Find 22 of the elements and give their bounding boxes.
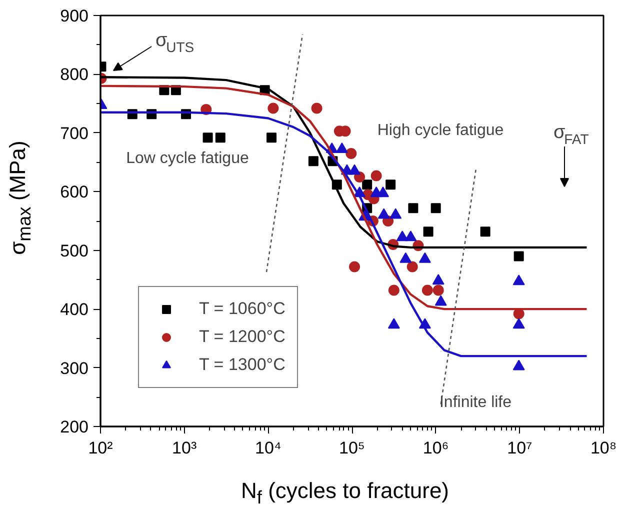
x-tick-label: 10⁴ bbox=[255, 438, 282, 458]
x-tick-label: 10⁵ bbox=[339, 438, 365, 458]
x-tick-label: 10³ bbox=[172, 438, 197, 458]
y-tick-label: 200 bbox=[60, 418, 89, 436]
y-tick-label: 900 bbox=[60, 6, 89, 26]
x-tick-label: 10² bbox=[88, 438, 114, 458]
x-tick-label: 10⁸ bbox=[590, 438, 617, 458]
y-tick-label: 600 bbox=[60, 182, 89, 202]
x-axis-title: N$_{f}$ (cycles to fracture) bbox=[240, 477, 450, 510]
x-tick-label: 10⁷ bbox=[507, 438, 532, 458]
y-tick-label: 500 bbox=[60, 241, 89, 260]
x-tick-label: 10⁶ bbox=[422, 438, 449, 458]
y-tick-label: 300 bbox=[60, 358, 89, 378]
legend-label: T = 1060°C bbox=[199, 299, 286, 319]
annotation: Low cycle fatigue bbox=[126, 150, 249, 167]
y-tick-label: 400 bbox=[60, 300, 89, 320]
annotation: Infinite life bbox=[439, 394, 512, 411]
y-tick-label: 800 bbox=[60, 65, 89, 84]
annotation: High cycle fatigue bbox=[377, 122, 504, 139]
legend-label: T = 1300°C bbox=[199, 355, 286, 375]
y-tick-label: 700 bbox=[60, 124, 89, 143]
legend-label: T = 1200°C bbox=[199, 327, 286, 347]
